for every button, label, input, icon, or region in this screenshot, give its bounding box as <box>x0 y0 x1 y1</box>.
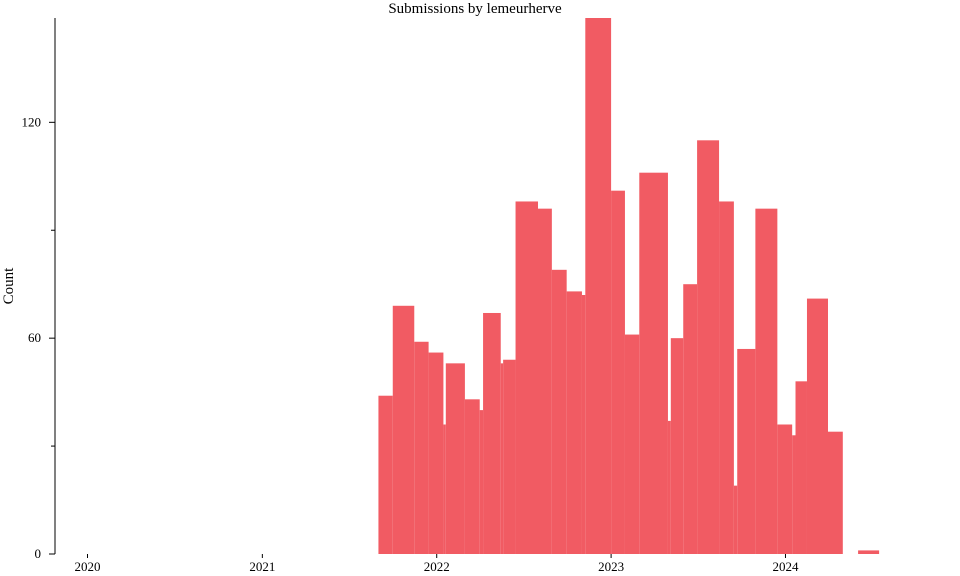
bar-7 <box>479 410 484 554</box>
bar-33 <box>858 550 880 554</box>
bar-2 <box>414 341 429 554</box>
bar-6 <box>464 399 480 554</box>
bar-14 <box>566 291 582 554</box>
y-tick-label-0: 0 <box>35 546 42 561</box>
x-axis-ticks: 2020 2021 2022 2023 2024 <box>74 554 799 574</box>
bar-15 <box>581 294 586 554</box>
bar-19 <box>639 172 668 554</box>
x-tick-label-2021: 2021 <box>249 559 275 574</box>
x-tick-label-2022: 2022 <box>424 559 450 574</box>
bar-30 <box>795 381 807 554</box>
bar-17 <box>611 190 625 554</box>
bar-28 <box>777 424 793 554</box>
y-tick-label-60: 60 <box>28 330 41 345</box>
bar-1 <box>392 305 415 554</box>
bar-11 <box>515 201 539 555</box>
bar-26 <box>737 348 756 554</box>
bars <box>378 18 880 555</box>
chart-title: Submissions by lemeurherve <box>388 1 562 17</box>
x-tick-label-2023: 2023 <box>598 559 624 574</box>
bar-20 <box>667 420 671 554</box>
bar-5 <box>445 363 465 554</box>
y-axis-ticks: 0 60 120 <box>22 114 55 561</box>
bar-4 <box>443 424 446 554</box>
bar-16 <box>585 18 612 554</box>
x-tick-label-2024: 2024 <box>772 559 799 574</box>
bar-29 <box>792 435 796 554</box>
bar-8 <box>483 312 501 554</box>
x-tick-label-2020: 2020 <box>74 559 100 574</box>
bar-0 <box>378 395 393 554</box>
bar-9 <box>500 363 504 554</box>
y-tick-label-120: 120 <box>22 114 42 129</box>
bar-24 <box>719 201 734 555</box>
bar-12 <box>538 208 552 554</box>
bar-25 <box>733 485 738 554</box>
bar-3 <box>428 352 444 554</box>
bar-31 <box>806 298 828 554</box>
y-axis-title: Count <box>1 267 17 305</box>
bar-27 <box>755 208 778 554</box>
bar-22 <box>683 284 698 554</box>
bar-10 <box>503 359 516 554</box>
bar-21 <box>670 338 684 554</box>
bar-23 <box>697 140 720 555</box>
bar-18 <box>624 334 640 554</box>
bar-13 <box>551 269 567 554</box>
bar-32 <box>827 431 843 554</box>
